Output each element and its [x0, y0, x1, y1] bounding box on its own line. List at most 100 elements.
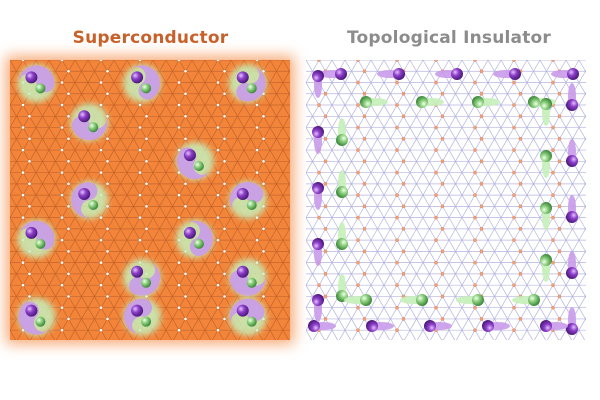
electron-ball — [360, 294, 372, 306]
lattice-atom — [301, 317, 304, 320]
lattice-atom — [401, 204, 406, 209]
lattice-atom — [473, 238, 477, 242]
lattice-atom — [294, 239, 297, 242]
lattice-atom — [60, 60, 64, 62]
electron-ball — [482, 320, 494, 332]
lattice-atom — [512, 238, 516, 242]
lattice-atom — [294, 126, 297, 129]
lattice-atom — [401, 91, 406, 96]
lattice-atom — [60, 328, 64, 333]
lattice-atom — [294, 351, 297, 354]
lattice-atom — [402, 47, 405, 50]
lattice-atom — [222, 69, 227, 74]
lattice-atom — [99, 148, 103, 152]
lattice-atom — [356, 60, 360, 62]
lattice-atom — [590, 329, 593, 332]
lattice-atom — [519, 47, 522, 50]
lattice-atom — [557, 204, 562, 209]
electron-ball — [308, 320, 320, 332]
edge-electron-green — [400, 294, 428, 306]
edge-electron-green — [336, 222, 348, 250]
electron-ball — [540, 202, 552, 214]
lattice-atom — [294, 306, 297, 309]
lattice-atom — [323, 227, 328, 231]
lattice-atom — [440, 227, 445, 231]
edge-electron-green — [416, 96, 444, 108]
lattice-atom — [216, 170, 220, 175]
lattice-atom — [216, 125, 220, 130]
edge-electron-green — [540, 202, 552, 230]
lattice-atom — [362, 249, 367, 254]
lattice-atom — [557, 181, 562, 186]
lattice-atom — [323, 136, 328, 141]
pair-glow-purple — [131, 65, 161, 100]
electron-ball — [416, 96, 428, 108]
lattice-atom — [222, 181, 227, 186]
cooper-pair — [175, 219, 214, 258]
lattice-atom — [261, 181, 266, 186]
lattice-atom — [395, 193, 399, 197]
lattice-atom — [480, 339, 483, 340]
lattice-atom — [138, 351, 141, 354]
lattice-atom — [66, 249, 71, 254]
lattice-atom — [512, 125, 516, 130]
spin-up-electron — [25, 226, 38, 239]
lattice-atom — [434, 305, 438, 310]
lattice-atom — [184, 339, 187, 340]
lattice-atom — [395, 125, 399, 130]
lattice-atom — [395, 215, 399, 220]
lattice-atom — [177, 193, 181, 197]
lattice-atom — [479, 204, 484, 209]
pair-glow-purple — [71, 182, 98, 218]
lattice-atom — [480, 47, 483, 50]
lattice-atom — [557, 91, 562, 96]
lattice-atom — [99, 305, 103, 310]
spin-down-electron — [88, 200, 99, 210]
lattice-atom — [356, 283, 360, 288]
lattice-atom — [138, 125, 142, 130]
edge-electron-purple — [566, 195, 578, 223]
lattice-atom — [99, 328, 103, 333]
lattice-atom — [557, 272, 562, 276]
lattice-atom — [362, 204, 367, 209]
lattice-atom — [323, 249, 328, 254]
lattice-atom — [105, 272, 110, 276]
lattice-atom — [473, 193, 477, 197]
lattice-atom — [434, 283, 438, 288]
edge-electron-purple — [366, 320, 394, 332]
lattice-atom — [362, 181, 367, 186]
lattice-atom — [66, 69, 71, 74]
lattice-atom — [21, 283, 25, 288]
lattice-atom — [557, 114, 562, 119]
electron-ball — [509, 68, 521, 80]
lattice-atom — [216, 260, 220, 265]
lattice-atom — [262, 339, 265, 340]
lattice-atom — [356, 238, 360, 242]
lattice-atom — [479, 91, 484, 96]
lattice-atom — [356, 103, 360, 107]
lattice-atom — [255, 351, 258, 354]
lattice-atom — [323, 91, 328, 96]
edge-electron-purple — [312, 238, 324, 266]
edge-electron-purple — [540, 320, 568, 332]
lattice-atom — [138, 170, 142, 175]
lattice-atom — [261, 249, 266, 254]
lattice-atom — [60, 351, 63, 354]
lattice-atom — [222, 114, 227, 119]
lattice-atom — [177, 305, 181, 310]
lattice-atom — [356, 80, 360, 85]
lattice-atom — [323, 181, 328, 186]
lattice-atom — [27, 272, 32, 276]
edge-electron-purple — [482, 320, 510, 332]
electron-ball — [567, 68, 579, 80]
lattice-atom — [60, 170, 64, 175]
edge-electron-purple — [312, 70, 324, 98]
lattice-atom — [145, 339, 148, 340]
lattice-atom — [323, 272, 328, 276]
electron-ball — [336, 186, 348, 198]
lattice-atom — [441, 339, 444, 340]
lattice-atom — [60, 125, 64, 130]
lattice-atom — [395, 103, 399, 107]
lattice-atom — [362, 91, 367, 96]
lattice-atom — [434, 260, 438, 265]
